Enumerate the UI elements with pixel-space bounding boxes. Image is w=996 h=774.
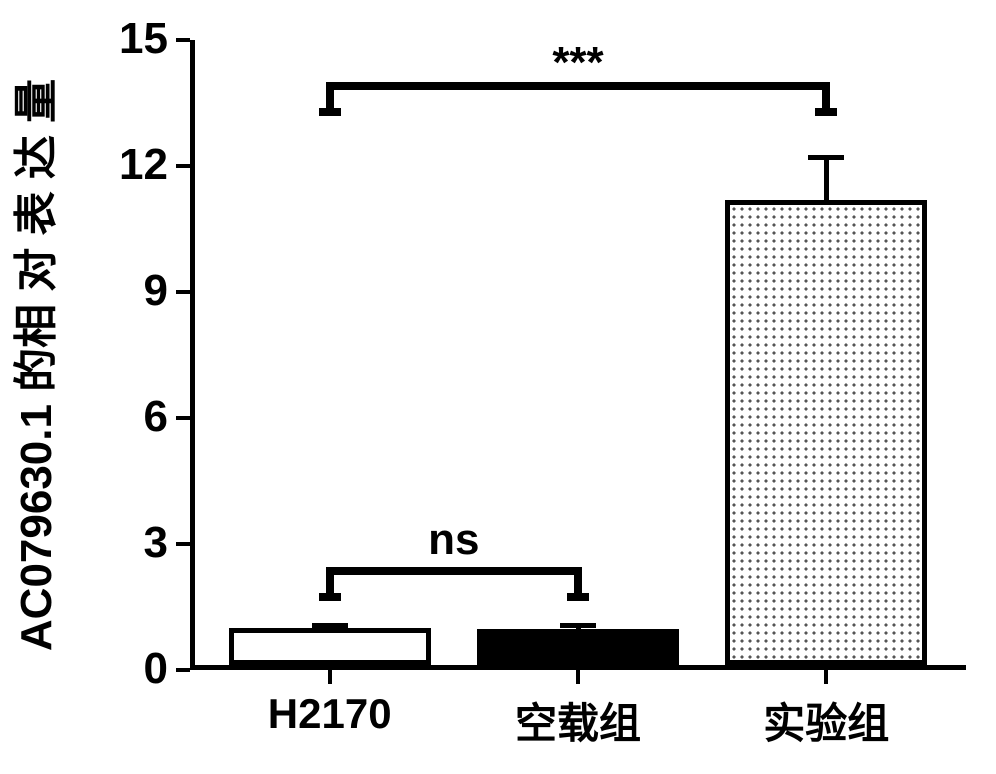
y-tick-label: 12: [119, 140, 168, 190]
y-tick-label: 9: [144, 266, 168, 316]
y-axis-label: AC079630.1 的相 对 表 达 量: [0, 50, 64, 680]
y-tick-label: 0: [144, 644, 168, 694]
y-tick-label: 3: [144, 518, 168, 568]
significance-drop-cap: [815, 108, 837, 116]
x-tick-label: 空载组: [458, 690, 698, 751]
y-tick: [176, 164, 190, 168]
significance-drop-cap: [319, 108, 341, 116]
significance-label: ***: [478, 38, 678, 88]
error-bar-stem: [824, 158, 829, 200]
bar: [477, 629, 679, 665]
error-bar-cap: [808, 155, 844, 160]
significance-bar: [326, 567, 582, 575]
y-tick-label: 6: [144, 392, 168, 442]
bar-chart: AC079630.1 的相 对 表 达 量 0 3 6 9 12 15 H2170空载组实验…: [0, 0, 996, 774]
significance-label: ns: [354, 515, 554, 565]
y-tick: [176, 542, 190, 546]
x-tick: [328, 670, 332, 684]
x-tick: [824, 670, 828, 684]
significance-drop-cap: [567, 593, 589, 601]
bar: [725, 200, 927, 665]
error-bar-cap: [312, 623, 348, 628]
y-tick: [176, 668, 190, 672]
significance-drop-cap: [319, 593, 341, 601]
error-bar-cap: [560, 623, 596, 628]
y-tick: [176, 38, 190, 42]
x-tick-label: H2170: [210, 690, 450, 738]
x-tick: [576, 670, 580, 684]
y-tick: [176, 416, 190, 420]
y-tick-label: 15: [119, 14, 168, 64]
x-tick-label: 实验组: [706, 690, 946, 751]
bar: [229, 628, 431, 665]
y-tick: [176, 290, 190, 294]
